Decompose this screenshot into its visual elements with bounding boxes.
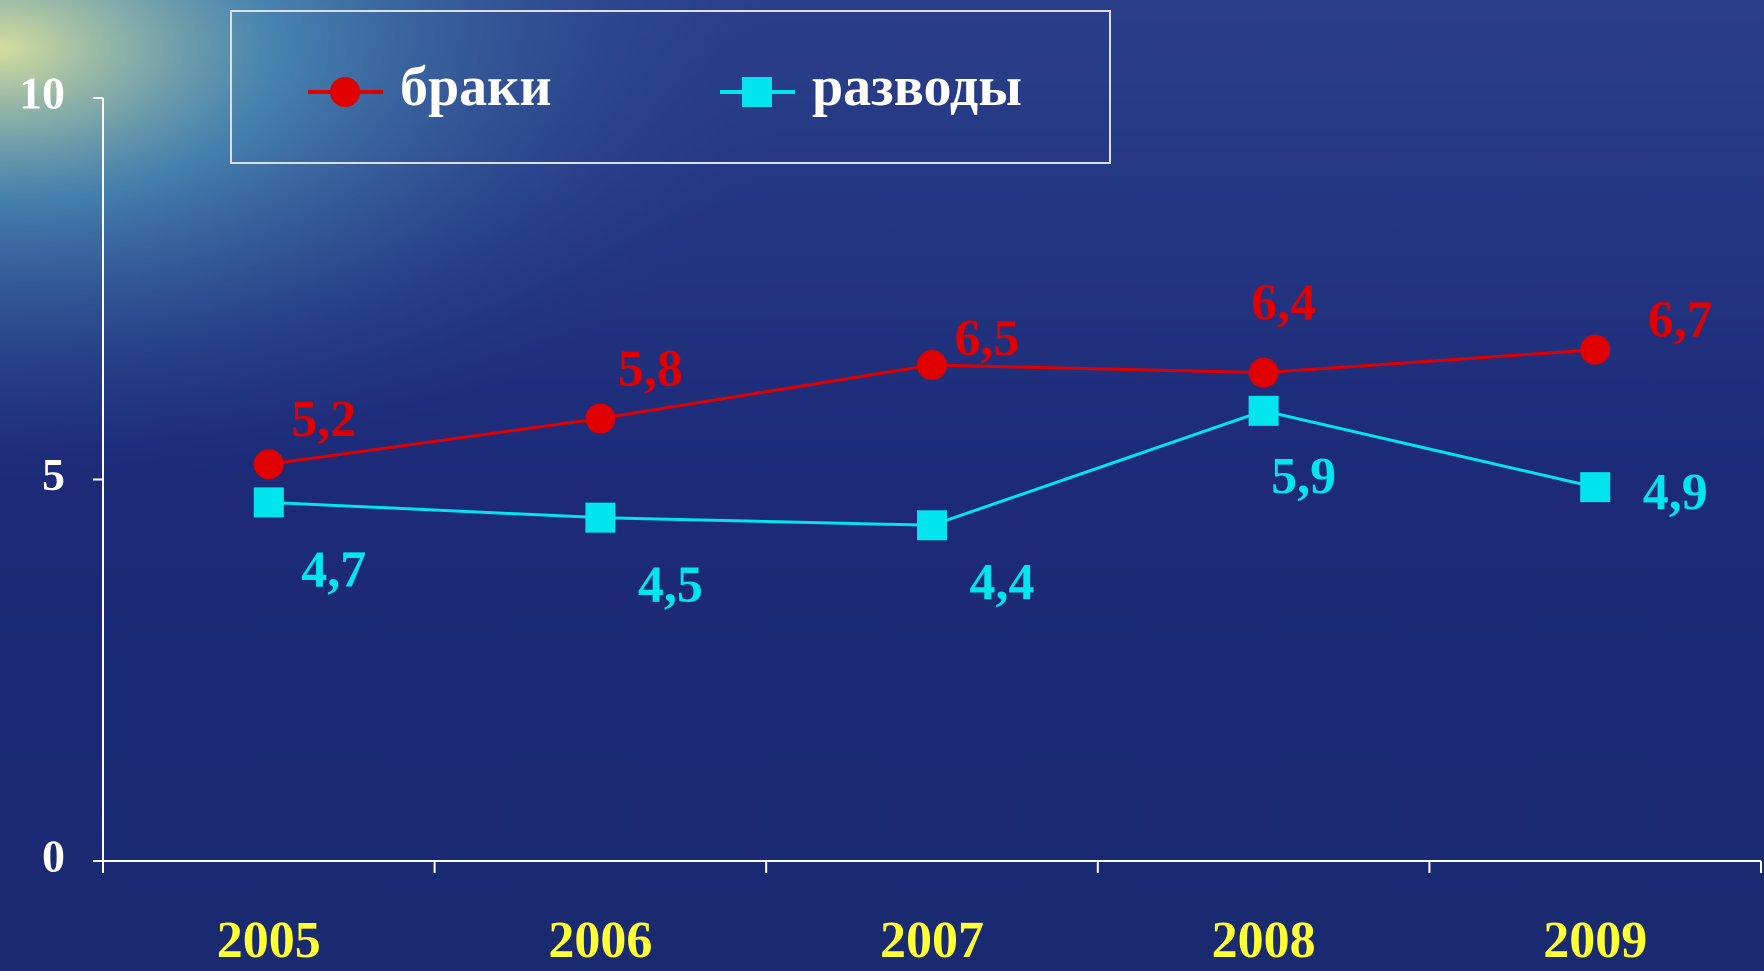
marker xyxy=(917,350,947,380)
marker xyxy=(1249,396,1279,426)
value-label: 4,7 xyxy=(301,541,366,598)
value-label: 5,2 xyxy=(291,391,356,448)
value-label: 4,5 xyxy=(638,557,703,614)
y-tick-label: 10 xyxy=(19,68,65,119)
background-glow xyxy=(0,0,1764,971)
value-label: 4,4 xyxy=(970,554,1035,611)
legend-label: разводы xyxy=(812,56,1022,118)
legend-label: браки xyxy=(400,56,552,118)
marker xyxy=(1249,358,1279,388)
value-label: 6,7 xyxy=(1648,292,1713,349)
marker xyxy=(1580,335,1610,365)
marker xyxy=(585,403,615,433)
value-label: 6,5 xyxy=(955,310,1020,367)
marker xyxy=(330,77,360,107)
page: браки разводы 0 5 10 2005 2006 2007 2008 2009 5,2… xyxy=(0,0,1764,971)
y-tick-label: 0 xyxy=(42,831,65,882)
x-tick-label: 2008 xyxy=(1212,912,1316,969)
y-tick-label: 5 xyxy=(42,449,65,500)
marker xyxy=(254,449,284,479)
x-tick-label: 2005 xyxy=(217,912,321,969)
marker xyxy=(742,77,772,107)
chart: браки разводы 0 5 10 2005 2006 2007 2008 2009 5,2… xyxy=(0,0,1764,971)
marker xyxy=(1580,472,1610,502)
value-label: 6,4 xyxy=(1251,275,1316,332)
marker xyxy=(917,510,947,540)
x-tick-label: 2007 xyxy=(880,912,984,969)
value-label: 5,8 xyxy=(618,340,683,397)
marker xyxy=(585,503,615,533)
value-label: 5,9 xyxy=(1271,448,1336,505)
value-label: 4,9 xyxy=(1643,464,1708,521)
x-tick-label: 2009 xyxy=(1543,912,1647,969)
x-tick-label: 2006 xyxy=(548,912,652,969)
marker xyxy=(254,487,284,517)
